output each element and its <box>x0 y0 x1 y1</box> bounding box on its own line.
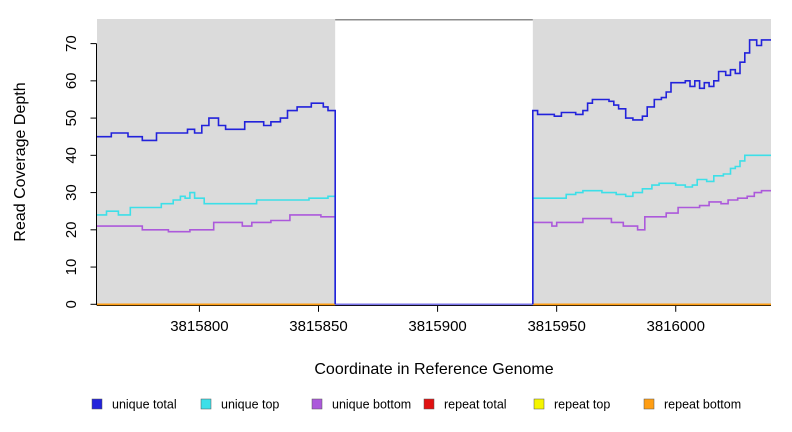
legend-swatch-unique-top <box>200 398 212 410</box>
axes: 0 10 20 30 40 50 60 70 3815800 3815850 3815900 3815… <box>63 35 771 335</box>
y-tick-label: 50 <box>63 110 80 127</box>
legend-item-repeat-top: repeat top <box>533 398 610 412</box>
x-tick-label: 3815900 <box>408 318 466 335</box>
y-tick-label: 70 <box>63 35 80 52</box>
legend: unique total unique top unique bottom repea… <box>91 398 741 412</box>
y-tick-label: 0 <box>63 300 80 308</box>
x-tick-label: 3815800 <box>170 318 228 335</box>
legend-swatch-unique-bottom <box>311 398 323 410</box>
legend-label: unique top <box>221 398 279 412</box>
y-tick-label: 60 <box>63 72 80 89</box>
y-tick-label: 20 <box>63 221 80 238</box>
legend-label: repeat total <box>444 398 507 412</box>
series-line-unique-bottom <box>97 214 336 305</box>
series-line-unique-top <box>97 191 336 305</box>
y-tick-label: 30 <box>63 184 80 201</box>
legend-swatch-unique-total <box>91 398 103 410</box>
legend-item-repeat-bottom: repeat bottom <box>643 398 741 412</box>
legend-label: repeat top <box>554 398 610 412</box>
plot-panels <box>97 19 771 305</box>
legend-label: repeat bottom <box>664 398 741 412</box>
x-tick-label: 3815850 <box>289 318 347 335</box>
legend-item-unique-top: unique top <box>200 398 279 412</box>
panel-left <box>97 19 336 305</box>
y-tick-label: 10 <box>63 259 80 276</box>
legend-label: unique bottom <box>332 398 411 412</box>
panel-right <box>532 19 771 305</box>
series-line-unique-bottom <box>532 189 771 305</box>
legend-item-unique-bottom: unique bottom <box>311 398 411 412</box>
series-line-unique-total <box>532 39 771 305</box>
legend-swatch-repeat-bottom <box>643 398 655 410</box>
legend-item-unique-total: unique total <box>91 398 177 412</box>
y-axis-title: Read Coverage Depth <box>12 82 29 241</box>
series-line-unique-total <box>97 102 336 305</box>
legend-swatch-repeat-top <box>533 398 545 410</box>
series-lines <box>97 39 771 306</box>
legend-swatch-repeat-total <box>423 398 435 410</box>
legend-label: unique total <box>112 398 177 412</box>
y-tick-label: 40 <box>63 147 80 164</box>
x-tick-label: 3816000 <box>647 318 705 335</box>
x-axis-title: Coordinate in Reference Genome <box>314 361 553 378</box>
series-line-unique-top <box>532 154 771 305</box>
legend-item-repeat-total: repeat total <box>423 398 507 412</box>
x-tick-label: 3815950 <box>527 318 585 335</box>
